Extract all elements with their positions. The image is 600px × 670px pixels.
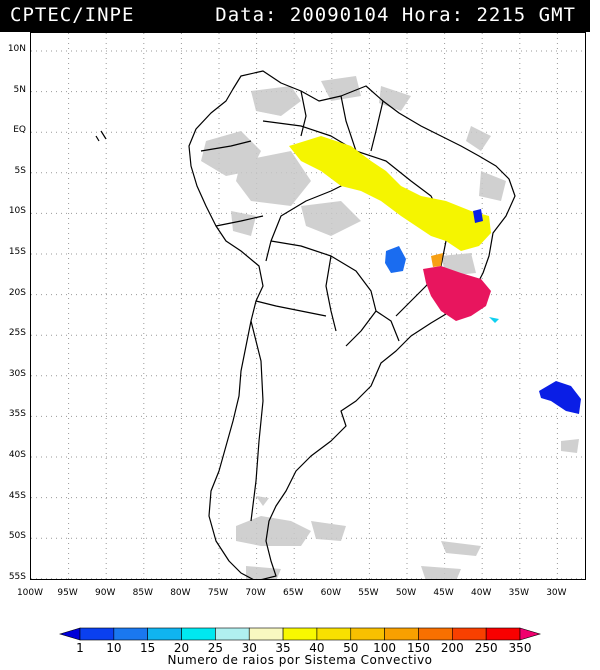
yellow-system-amazon <box>289 136 491 251</box>
lat-label-35s: 35S <box>8 409 26 420</box>
scale-label: 30 <box>241 641 257 655</box>
scale-swatch <box>316 627 352 641</box>
scale-swatch <box>418 627 453 641</box>
source-label: CPTEC/INPE <box>10 4 135 26</box>
scale-label: 200 <box>440 641 464 655</box>
orange-system <box>431 253 443 267</box>
lon-label-60w: 60W <box>320 588 341 598</box>
convective-systems <box>289 136 581 414</box>
lon-label-40w: 40W <box>471 588 492 598</box>
lat-label-10n: 10N <box>7 44 26 54</box>
scale-swatch <box>147 627 182 641</box>
scale-swatch <box>79 627 115 641</box>
lon-label-95w: 95W <box>57 588 78 598</box>
map-canvas <box>31 33 585 579</box>
scale-swatch <box>215 627 250 641</box>
darkblue-system-bahia <box>473 209 483 223</box>
lon-label-65w: 65W <box>283 588 304 598</box>
scale-label: 35 <box>275 641 291 655</box>
lat-label-30s: 30S <box>8 368 26 379</box>
lat-label-25s: 25S <box>8 328 26 339</box>
lat-label-55s: 55S <box>8 571 26 582</box>
magenta-system-southeast <box>423 266 491 321</box>
cyan-system <box>489 317 499 323</box>
lon-label-70w: 70W <box>245 588 266 598</box>
lon-label-100w: 100W <box>16 588 44 598</box>
scale-label: 15 <box>140 641 156 655</box>
lat-label-5s: 5S <box>14 165 26 176</box>
lat-label-45s: 45S <box>8 490 26 501</box>
lon-label-35w: 35W <box>508 588 529 598</box>
scale-label: 150 <box>407 641 430 655</box>
lon-label-50w: 50W <box>395 588 417 598</box>
scale-label: 10 <box>106 641 122 655</box>
scale-label: 100 <box>373 641 397 655</box>
map-panel <box>30 32 586 580</box>
scale-arrow-right <box>519 627 542 641</box>
scale-swatch <box>282 627 318 641</box>
lon-label-90w: 90W <box>95 588 116 598</box>
scale-label: 40 <box>309 641 325 655</box>
graticule <box>31 33 585 579</box>
lon-label-85w: 85W <box>132 588 153 598</box>
lon-label-80w: 80W <box>170 588 191 598</box>
lat-label-eq: EQ <box>13 125 26 136</box>
scale-swatch <box>350 627 385 641</box>
scale-swatch <box>181 627 216 641</box>
datetime-label: Data: 20090104 Hora: 2215 GMT <box>215 4 576 26</box>
scale-arrow-left <box>58 627 81 641</box>
scale-label: 20 <box>173 641 190 655</box>
lon-label-30w: 30W <box>546 588 567 598</box>
scale-label: 25 <box>207 641 224 655</box>
scale-label: 250 <box>474 641 498 655</box>
blue-system-central <box>385 246 406 273</box>
color-scale-bar <box>58 627 542 641</box>
lat-label-15s: 15S <box>8 247 26 257</box>
scale-swatch <box>384 627 419 641</box>
lon-label-55w: 55W <box>358 588 379 598</box>
lat-label-20s: 20S <box>8 287 26 298</box>
lat-label-5n: 5N <box>13 84 26 95</box>
scale-label: 50 <box>343 641 359 655</box>
scale-label: 350 <box>508 641 532 655</box>
scale-label: 1 <box>76 641 84 655</box>
lon-label-45w: 45W <box>433 588 454 598</box>
scale-swatch <box>485 627 521 641</box>
scale-caption: Numero de raios por Sistema Convectivo <box>167 653 433 667</box>
map-header: CPTEC/INPE Data: 20090104 Hora: 2215 GMT <box>0 0 590 32</box>
scale-swatch <box>113 627 148 641</box>
scale-swatch <box>452 627 487 641</box>
scale-swatch <box>248 627 284 641</box>
lat-label-10s: 10S <box>8 206 26 217</box>
cloud-shading <box>201 76 579 579</box>
lon-label-75w: 75W <box>207 588 229 598</box>
lat-label-50s: 50S <box>8 531 26 542</box>
darkblue-system-atlantic <box>539 381 581 414</box>
lat-label-40s: 40S <box>8 450 26 460</box>
